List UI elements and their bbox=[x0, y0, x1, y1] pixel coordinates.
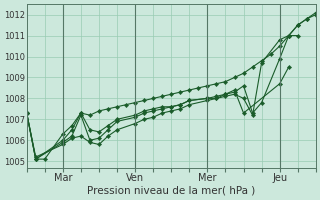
X-axis label: Pression niveau de la mer( hPa ): Pression niveau de la mer( hPa ) bbox=[87, 186, 255, 196]
